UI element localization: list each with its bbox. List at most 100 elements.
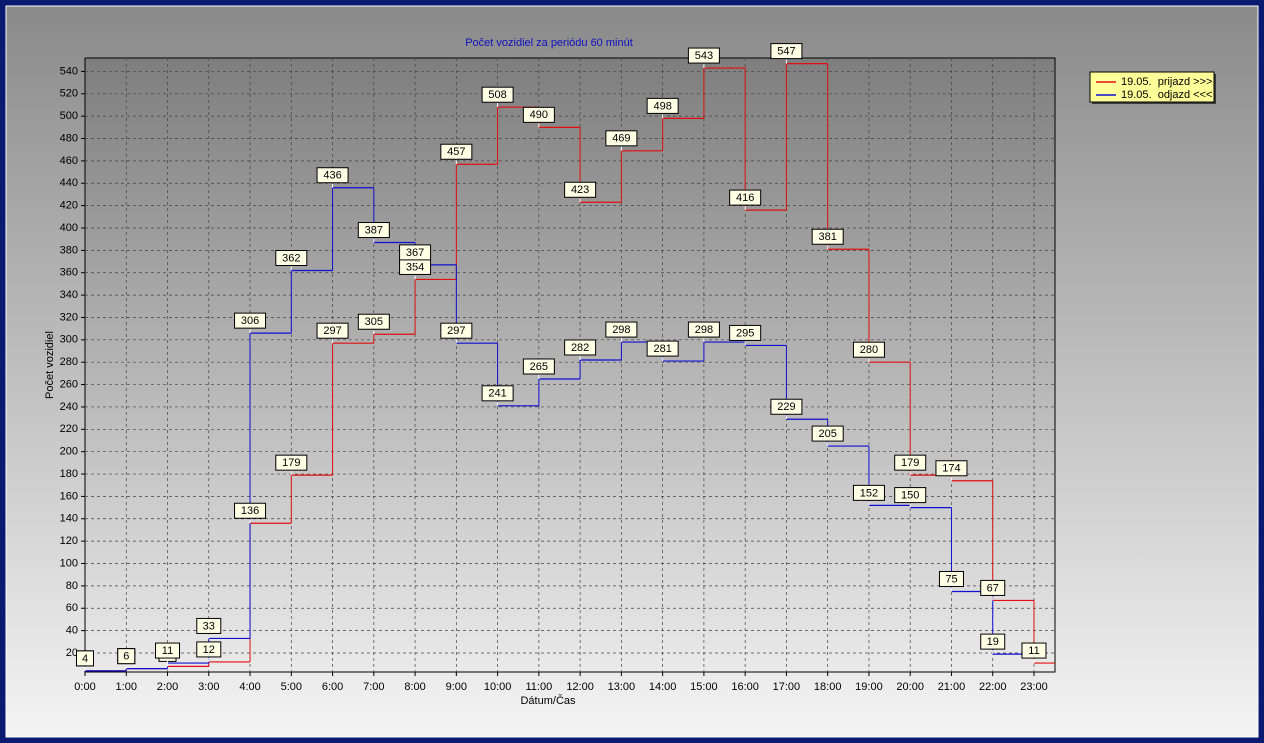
label-box bbox=[646, 97, 679, 114]
value-label: 152 bbox=[852, 484, 885, 506]
label-box bbox=[564, 181, 597, 198]
data-label: 75 bbox=[945, 573, 957, 585]
x-tick-label: 0:00 bbox=[74, 681, 95, 693]
label-box bbox=[155, 642, 181, 659]
value-label: 4 bbox=[76, 650, 94, 671]
data-label: 282 bbox=[571, 342, 589, 354]
value-label: 11 bbox=[1021, 642, 1047, 664]
value-label: 295 bbox=[729, 324, 762, 346]
data-label: 508 bbox=[488, 89, 506, 101]
label-box bbox=[605, 321, 638, 338]
plot-area bbox=[84, 57, 1056, 673]
data-label: 305 bbox=[365, 316, 383, 328]
value-label: 241 bbox=[481, 385, 514, 406]
x-tick-label: 7:00 bbox=[363, 681, 384, 693]
y-tick-label: 280 bbox=[60, 356, 78, 368]
data-label: 150 bbox=[901, 490, 919, 502]
value-label: 490 bbox=[522, 106, 555, 128]
x-tick-label: 11:00 bbox=[526, 681, 553, 693]
label-box bbox=[687, 321, 720, 338]
data-label: 179 bbox=[282, 457, 300, 469]
value-label: 436 bbox=[316, 167, 349, 188]
data-label: 381 bbox=[819, 231, 837, 243]
y-tick-label: 300 bbox=[60, 334, 78, 346]
data-label: 19 bbox=[987, 636, 999, 648]
value-label: 297 bbox=[316, 322, 349, 344]
y-tick-label: 540 bbox=[60, 65, 78, 77]
value-label: 298 bbox=[605, 321, 638, 343]
y-tick-label: 60 bbox=[66, 602, 78, 614]
data-label: 174 bbox=[942, 463, 960, 475]
label-box bbox=[852, 341, 885, 358]
label-box bbox=[811, 425, 844, 442]
value-label: 469 bbox=[605, 130, 638, 151]
label-box bbox=[938, 570, 964, 587]
data-label: 297 bbox=[447, 325, 465, 337]
label-box bbox=[399, 244, 432, 261]
label-box bbox=[481, 86, 514, 103]
legend-label: 19.05. odjazd <<< bbox=[1121, 89, 1212, 101]
label-box bbox=[811, 228, 844, 245]
legend: 19.05. prijazd >>>19.05. odjazd <<< bbox=[1089, 71, 1216, 104]
value-label: 298 bbox=[687, 321, 720, 343]
y-axis-label: Počet vozidiel bbox=[44, 331, 56, 399]
y-tick-label: 240 bbox=[60, 401, 78, 413]
y-tick-label: 180 bbox=[60, 468, 78, 480]
label-box bbox=[440, 322, 473, 339]
label-box bbox=[687, 47, 720, 64]
x-tick-label: 5:00 bbox=[281, 681, 302, 693]
value-label: 416 bbox=[729, 189, 762, 211]
y-tick-label: 140 bbox=[60, 513, 78, 525]
data-label: 229 bbox=[777, 401, 795, 413]
data-label: 306 bbox=[241, 315, 259, 327]
label-box bbox=[1021, 642, 1047, 659]
value-label: 297 bbox=[440, 322, 473, 344]
label-box bbox=[316, 167, 349, 184]
y-tick-label: 120 bbox=[60, 535, 78, 547]
label-box bbox=[894, 487, 927, 504]
x-tick-label: 9:00 bbox=[446, 681, 467, 693]
value-label: 67 bbox=[980, 579, 1006, 601]
y-tick-label: 460 bbox=[60, 155, 78, 167]
label-box bbox=[935, 460, 968, 477]
value-label: 265 bbox=[522, 358, 555, 379]
data-label: 67 bbox=[987, 582, 999, 594]
value-label: 33 bbox=[196, 617, 222, 639]
label-box bbox=[564, 339, 597, 356]
value-label: 508 bbox=[481, 86, 514, 108]
x-tick-label: 14:00 bbox=[649, 681, 677, 693]
data-label: 297 bbox=[323, 325, 341, 337]
label-box bbox=[605, 130, 638, 147]
x-tick-label: 21:00 bbox=[938, 681, 966, 693]
x-tick-label: 10:00 bbox=[484, 681, 512, 693]
x-tick-label: 2:00 bbox=[157, 681, 178, 693]
y-tick-label: 340 bbox=[60, 289, 78, 301]
y-tick-label: 80 bbox=[66, 580, 78, 592]
data-label: 387 bbox=[365, 224, 383, 236]
data-label: 547 bbox=[777, 45, 795, 57]
data-label: 179 bbox=[901, 457, 919, 469]
x-tick-label: 3:00 bbox=[198, 681, 219, 693]
label-box bbox=[729, 324, 762, 341]
data-label: 490 bbox=[530, 109, 548, 121]
data-label: 543 bbox=[695, 50, 713, 62]
label-box bbox=[770, 43, 803, 60]
data-label: 423 bbox=[571, 184, 589, 196]
label-box bbox=[357, 222, 390, 239]
y-tick-label: 100 bbox=[60, 557, 78, 569]
y-tick-label: 440 bbox=[60, 177, 78, 189]
label-box bbox=[196, 641, 222, 658]
value-label: 547 bbox=[770, 43, 803, 64]
label-box bbox=[646, 340, 679, 357]
y-tick-label: 200 bbox=[60, 446, 78, 458]
value-label: 543 bbox=[687, 47, 720, 69]
data-label: 280 bbox=[860, 344, 878, 356]
y-tick-label: 40 bbox=[66, 625, 78, 637]
y-tick-label: 380 bbox=[60, 244, 78, 256]
value-label: 150 bbox=[894, 487, 927, 508]
label-box bbox=[76, 650, 94, 667]
data-label: 6 bbox=[123, 651, 129, 663]
data-label: 295 bbox=[736, 327, 754, 339]
data-label: 241 bbox=[488, 388, 506, 400]
legend-box bbox=[1089, 71, 1215, 103]
